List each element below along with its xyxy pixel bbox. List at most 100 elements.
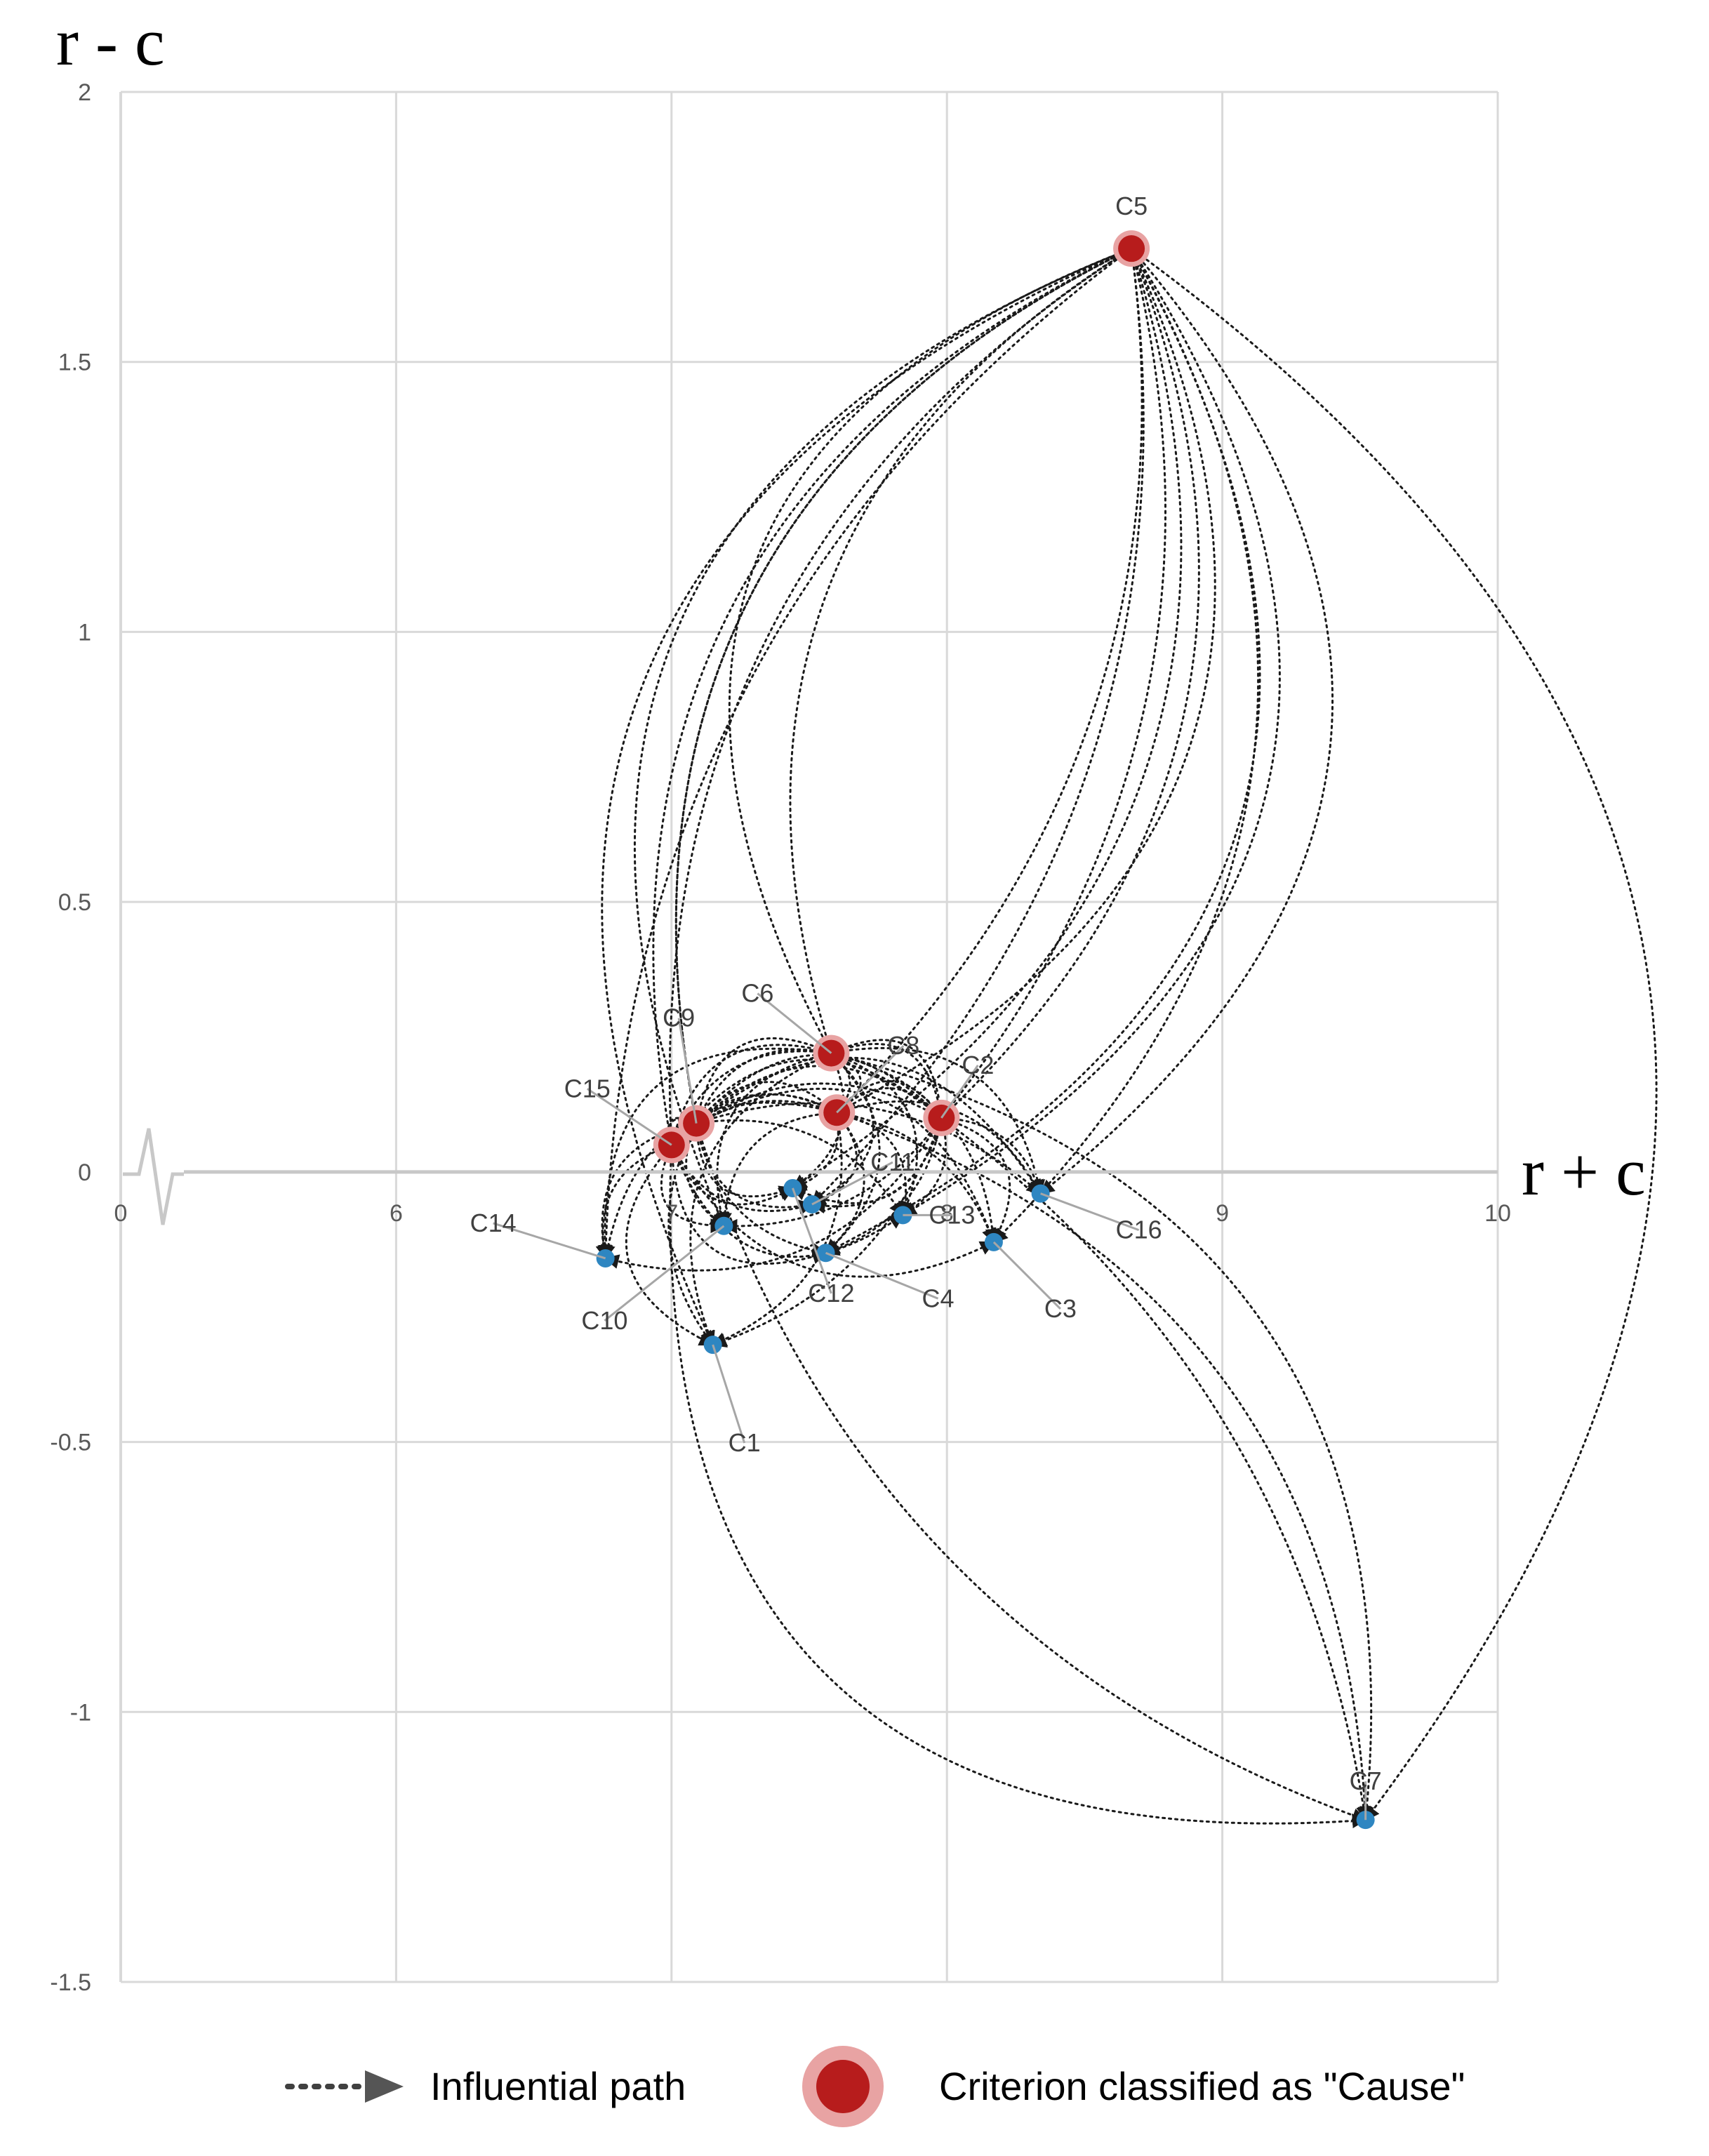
influential-path: [595, 1143, 673, 1260]
influential-path: [830, 1039, 948, 1120]
legend-arrow-icon: [365, 2070, 404, 2103]
point-label: C11: [870, 1147, 915, 1176]
influential-path: [695, 1087, 997, 1244]
x-tick-label: 9: [1216, 1200, 1229, 1227]
influential-path: [670, 1143, 995, 1278]
influential-path: [940, 1117, 1044, 1195]
legend-cause-marker: [816, 2060, 870, 2113]
influential-path: [717, 1111, 838, 1227]
y-axis-title: r - c: [56, 4, 165, 79]
x-tick-label: 6: [390, 1200, 403, 1227]
point-label: C3: [1044, 1294, 1077, 1323]
influential-path: [597, 1047, 832, 1260]
influential-paths: [595, 246, 1658, 1828]
point-label: C6: [741, 979, 773, 1008]
influential-path: [940, 247, 1166, 1119]
leader-line: [792, 1187, 832, 1294]
influential-path: [695, 1081, 838, 1125]
point-label: C1: [729, 1428, 761, 1457]
point-label: C14: [470, 1209, 517, 1237]
x-tick-label: 8: [940, 1200, 954, 1227]
leader-line: [757, 992, 832, 1054]
influential-path: [695, 1053, 943, 1125]
point-label: C8: [887, 1031, 919, 1060]
y-tick-label: -0.5: [50, 1430, 91, 1456]
legend: Influential path Criterion classified as…: [285, 2046, 1465, 2127]
influential-path: [670, 1143, 794, 1206]
influential-path: [601, 1101, 838, 1260]
data-points: [596, 230, 1375, 1830]
x-axis-break-mark: [123, 1128, 184, 1225]
leader-line: [1040, 1192, 1140, 1232]
influential-path: [670, 1143, 827, 1265]
leader-line: [586, 1088, 672, 1146]
axes: 2 1.5 1 0.5 0 -0.5 -1 -1.5 0 6 7 8 9 10: [50, 79, 1511, 1996]
influential-path: [670, 1056, 1042, 1195]
point-label: C13: [929, 1200, 975, 1229]
leader-line: [811, 1161, 893, 1206]
influential-path: [728, 246, 1133, 1055]
influential-path: [1039, 247, 1334, 1195]
influential-path: [811, 247, 1145, 1206]
point-label: C9: [663, 1004, 695, 1032]
legend-cause-label: Criterion classified as "Cause": [939, 2064, 1465, 2108]
influential-path: [835, 1111, 1373, 1822]
influential-path: [789, 247, 1133, 1055]
point-label: C16: [1116, 1216, 1162, 1244]
influential-path: [695, 1102, 1042, 1195]
y-tick-label: 0.5: [58, 889, 91, 916]
influential-path: [825, 1052, 881, 1254]
x-axis-title: r + c: [1522, 1134, 1646, 1209]
x-tick-label: 7: [665, 1200, 678, 1227]
influential-path: [670, 1143, 813, 1216]
influential-path: [695, 1122, 1367, 1823]
influential-path: [625, 1143, 714, 1346]
influential-path: [1130, 247, 1658, 1821]
leader-line: [493, 1222, 606, 1260]
influential-path: [695, 1065, 943, 1125]
y-tick-label: -1: [70, 1699, 91, 1726]
influential-path: [824, 247, 1261, 1254]
influential-path: [830, 1052, 918, 1217]
influential-path: [711, 1117, 943, 1348]
influential-path: [670, 1082, 943, 1146]
influential-path: [669, 1143, 1367, 1828]
influential-path: [722, 1117, 943, 1234]
influential-path: [668, 247, 1133, 1146]
x-tick-label: 10: [1484, 1200, 1511, 1227]
influential-path: [695, 1122, 794, 1200]
leader-line: [940, 1065, 979, 1119]
influential-path: [830, 1042, 943, 1119]
y-tick-label: -1.5: [50, 1969, 91, 1996]
influential-path: [830, 1047, 1046, 1195]
influential-path: [811, 1052, 875, 1206]
influential-path: [713, 1052, 832, 1227]
y-tick-label: 1.5: [58, 350, 91, 376]
y-tick-label: 0: [78, 1159, 91, 1186]
x-tick-label: 0: [114, 1200, 128, 1227]
influential-path: [901, 247, 1281, 1216]
influential-path: [604, 1117, 943, 1272]
influential-path: [601, 247, 1133, 1346]
legend-path-label: Influential path: [430, 2064, 686, 2108]
influential-path: [791, 247, 1183, 1190]
point-label: C10: [581, 1306, 627, 1335]
influential-path: [835, 1111, 996, 1244]
y-tick-label: 1: [78, 619, 91, 646]
influential-path: [695, 1037, 833, 1125]
cause-point: [1118, 235, 1145, 262]
point-label: C12: [808, 1279, 854, 1307]
influential-path: [695, 1119, 904, 1217]
influential-path: [835, 1111, 913, 1217]
grid: [119, 91, 1499, 1983]
leader-line: [677, 1018, 698, 1124]
influential-path: [835, 247, 1216, 1114]
leader-line: [712, 1344, 746, 1444]
influential-path: [711, 1111, 843, 1347]
influential-path: [791, 1117, 943, 1204]
point-label: C7: [1350, 1766, 1382, 1795]
influential-path: [674, 247, 1133, 1125]
influential-path: [830, 1052, 1374, 1822]
leader-line: [836, 1045, 905, 1114]
